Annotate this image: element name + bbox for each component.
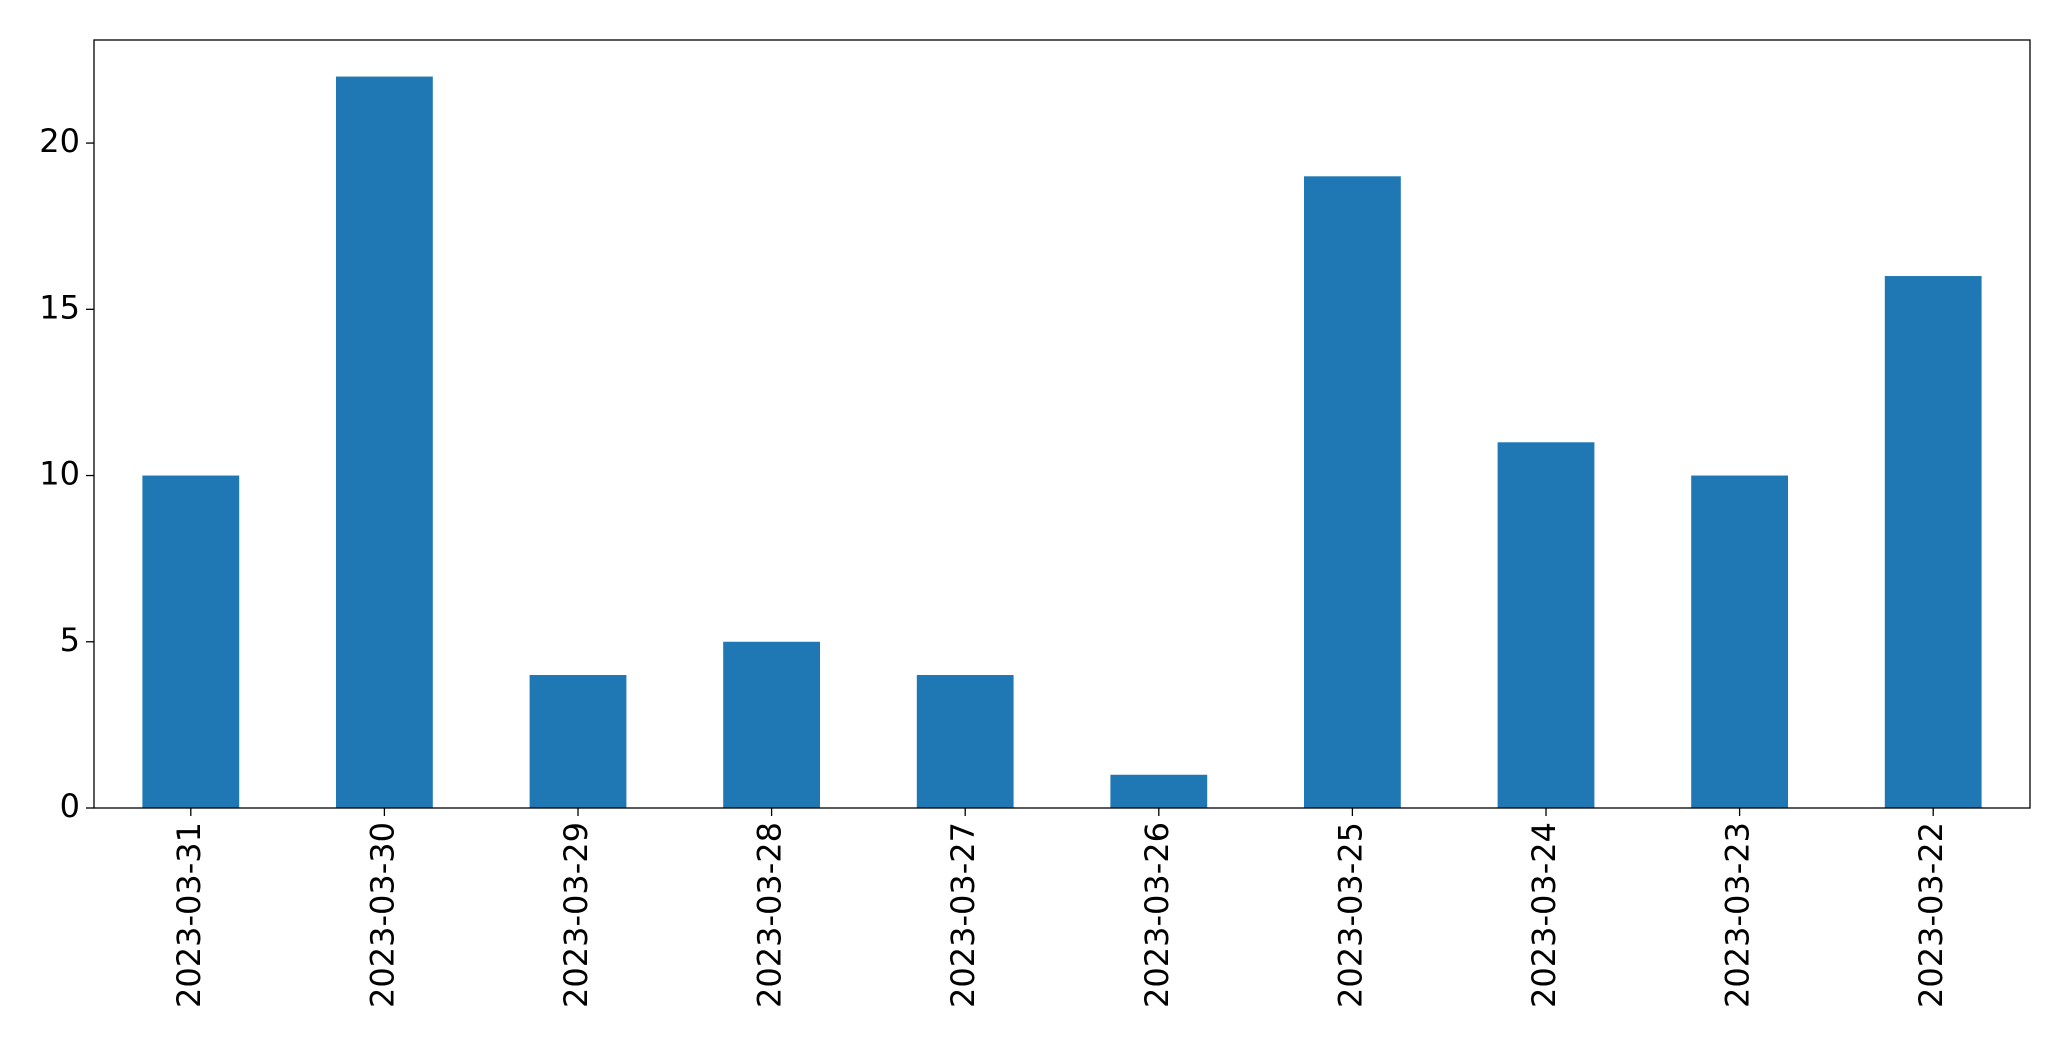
plot-frame (93, 39, 2031, 809)
x-tick-label: 2023-03-24 (1525, 822, 1563, 1008)
bar (1691, 475, 1788, 808)
x-tick-label: 2023-03-29 (557, 822, 595, 1008)
y-tick-label: 10 (39, 455, 80, 493)
bar (723, 641, 820, 808)
bar (1497, 442, 1595, 808)
bar (529, 675, 627, 808)
bar (142, 475, 240, 808)
y-tick-label: 5 (60, 621, 80, 659)
x-tick-label: 2023-03-30 (363, 822, 401, 1008)
bar (1304, 176, 1401, 808)
bar (1884, 276, 1982, 808)
x-tick-label: 2023-03-27 (944, 822, 982, 1008)
x-tick-label: 2023-03-23 (1719, 822, 1757, 1008)
x-tick-label: 2023-03-26 (1138, 822, 1176, 1008)
bar (1110, 774, 1208, 808)
x-tick-label: 2023-03-22 (1912, 822, 1950, 1008)
y-tick-label: 20 (39, 122, 80, 160)
y-tick-label: 0 (60, 787, 80, 825)
x-tick-label: 2023-03-31 (170, 822, 208, 1008)
bar (916, 675, 1014, 808)
bar (336, 76, 433, 809)
y-tick-label: 15 (39, 288, 80, 326)
x-tick-label: 2023-03-25 (1331, 822, 1369, 1008)
x-tick-label: 2023-03-28 (751, 822, 789, 1008)
